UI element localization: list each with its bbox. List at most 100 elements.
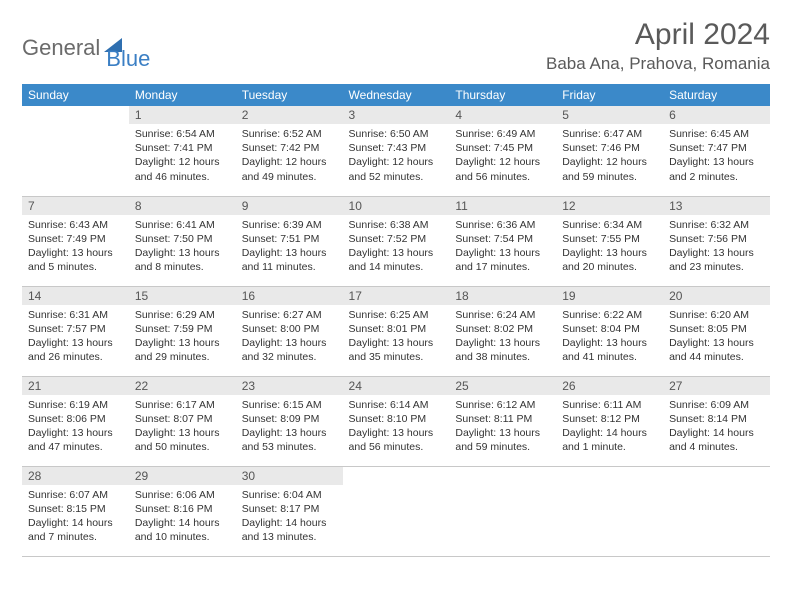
calendar-day-cell: 4Sunrise: 6:49 AMSunset: 7:45 PMDaylight… (449, 106, 556, 196)
daylight-line: Daylight: 13 hours and 26 minutes. (28, 336, 123, 364)
calendar-day-cell: 14Sunrise: 6:31 AMSunset: 7:57 PMDayligh… (22, 286, 129, 376)
sunset-line: Sunset: 7:52 PM (349, 232, 444, 246)
day-number: 15 (129, 287, 236, 305)
calendar-day-cell: 19Sunrise: 6:22 AMSunset: 8:04 PMDayligh… (556, 286, 663, 376)
day-number: 24 (343, 377, 450, 395)
weekday-header: Saturday (663, 84, 770, 106)
sunrise-line: Sunrise: 6:49 AM (455, 127, 550, 141)
calendar-day-cell: 30Sunrise: 6:04 AMSunset: 8:17 PMDayligh… (236, 466, 343, 556)
day-detail: Sunrise: 6:22 AMSunset: 8:04 PMDaylight:… (556, 305, 663, 371)
month-title: April 2024 (546, 18, 770, 52)
sunrise-line: Sunrise: 6:50 AM (349, 127, 444, 141)
daylight-line: Daylight: 13 hours and 35 minutes. (349, 336, 444, 364)
calendar-week-row: 28Sunrise: 6:07 AMSunset: 8:15 PMDayligh… (22, 466, 770, 556)
day-number: 4 (449, 106, 556, 124)
calendar-day-cell: 1Sunrise: 6:54 AMSunset: 7:41 PMDaylight… (129, 106, 236, 196)
day-detail: Sunrise: 6:09 AMSunset: 8:14 PMDaylight:… (663, 395, 770, 461)
daylight-line: Daylight: 13 hours and 32 minutes. (242, 336, 337, 364)
sunrise-line: Sunrise: 6:32 AM (669, 218, 764, 232)
day-detail: Sunrise: 6:24 AMSunset: 8:02 PMDaylight:… (449, 305, 556, 371)
day-number: 13 (663, 197, 770, 215)
location-line: Baba Ana, Prahova, Romania (546, 54, 770, 74)
sunrise-line: Sunrise: 6:43 AM (28, 218, 123, 232)
weekday-header-row: SundayMondayTuesdayWednesdayThursdayFrid… (22, 84, 770, 106)
calendar-day-cell: 13Sunrise: 6:32 AMSunset: 7:56 PMDayligh… (663, 196, 770, 286)
day-number: 9 (236, 197, 343, 215)
day-detail: Sunrise: 6:52 AMSunset: 7:42 PMDaylight:… (236, 124, 343, 190)
daylight-line: Daylight: 13 hours and 47 minutes. (28, 426, 123, 454)
sunrise-line: Sunrise: 6:38 AM (349, 218, 444, 232)
calendar-day-cell: 10Sunrise: 6:38 AMSunset: 7:52 PMDayligh… (343, 196, 450, 286)
daylight-line: Daylight: 13 hours and 17 minutes. (455, 246, 550, 274)
calendar-empty-cell (556, 466, 663, 556)
day-number: 28 (22, 467, 129, 485)
day-detail: Sunrise: 6:14 AMSunset: 8:10 PMDaylight:… (343, 395, 450, 461)
day-detail: Sunrise: 6:36 AMSunset: 7:54 PMDaylight:… (449, 215, 556, 281)
weekday-header: Sunday (22, 84, 129, 106)
sunrise-line: Sunrise: 6:47 AM (562, 127, 657, 141)
sunset-line: Sunset: 7:41 PM (135, 141, 230, 155)
day-number: 16 (236, 287, 343, 305)
calendar-week-row: 1Sunrise: 6:54 AMSunset: 7:41 PMDaylight… (22, 106, 770, 196)
calendar-day-cell: 5Sunrise: 6:47 AMSunset: 7:46 PMDaylight… (556, 106, 663, 196)
sunset-line: Sunset: 7:49 PM (28, 232, 123, 246)
sunrise-line: Sunrise: 6:31 AM (28, 308, 123, 322)
daylight-line: Daylight: 13 hours and 20 minutes. (562, 246, 657, 274)
sunrise-line: Sunrise: 6:24 AM (455, 308, 550, 322)
sunset-line: Sunset: 8:14 PM (669, 412, 764, 426)
day-number: 23 (236, 377, 343, 395)
day-detail: Sunrise: 6:07 AMSunset: 8:15 PMDaylight:… (22, 485, 129, 551)
sunset-line: Sunset: 7:55 PM (562, 232, 657, 246)
logo-word-blue: Blue (106, 46, 150, 72)
day-detail: Sunrise: 6:50 AMSunset: 7:43 PMDaylight:… (343, 124, 450, 190)
sunset-line: Sunset: 8:02 PM (455, 322, 550, 336)
day-number: 21 (22, 377, 129, 395)
calendar-day-cell: 18Sunrise: 6:24 AMSunset: 8:02 PMDayligh… (449, 286, 556, 376)
day-detail: Sunrise: 6:39 AMSunset: 7:51 PMDaylight:… (236, 215, 343, 281)
daylight-line: Daylight: 12 hours and 52 minutes. (349, 155, 444, 183)
daylight-line: Daylight: 14 hours and 4 minutes. (669, 426, 764, 454)
day-number: 19 (556, 287, 663, 305)
day-detail: Sunrise: 6:25 AMSunset: 8:01 PMDaylight:… (343, 305, 450, 371)
daylight-line: Daylight: 13 hours and 56 minutes. (349, 426, 444, 454)
header: General Blue April 2024 Baba Ana, Prahov… (22, 18, 770, 74)
day-detail: Sunrise: 6:54 AMSunset: 7:41 PMDaylight:… (129, 124, 236, 190)
day-detail: Sunrise: 6:41 AMSunset: 7:50 PMDaylight:… (129, 215, 236, 281)
day-number: 17 (343, 287, 450, 305)
day-number: 12 (556, 197, 663, 215)
calendar-empty-cell (343, 466, 450, 556)
sunrise-line: Sunrise: 6:09 AM (669, 398, 764, 412)
calendar-day-cell: 20Sunrise: 6:20 AMSunset: 8:05 PMDayligh… (663, 286, 770, 376)
sunrise-line: Sunrise: 6:15 AM (242, 398, 337, 412)
calendar-day-cell: 17Sunrise: 6:25 AMSunset: 8:01 PMDayligh… (343, 286, 450, 376)
calendar-day-cell: 23Sunrise: 6:15 AMSunset: 8:09 PMDayligh… (236, 376, 343, 466)
sunset-line: Sunset: 8:15 PM (28, 502, 123, 516)
day-number: 26 (556, 377, 663, 395)
calendar-day-cell: 2Sunrise: 6:52 AMSunset: 7:42 PMDaylight… (236, 106, 343, 196)
day-number: 29 (129, 467, 236, 485)
daylight-line: Daylight: 13 hours and 5 minutes. (28, 246, 123, 274)
day-number: 3 (343, 106, 450, 124)
daylight-line: Daylight: 13 hours and 29 minutes. (135, 336, 230, 364)
daylight-line: Daylight: 13 hours and 59 minutes. (455, 426, 550, 454)
daylight-line: Daylight: 14 hours and 13 minutes. (242, 516, 337, 544)
daylight-line: Daylight: 13 hours and 14 minutes. (349, 246, 444, 274)
day-detail: Sunrise: 6:06 AMSunset: 8:16 PMDaylight:… (129, 485, 236, 551)
day-number: 11 (449, 197, 556, 215)
day-detail: Sunrise: 6:32 AMSunset: 7:56 PMDaylight:… (663, 215, 770, 281)
calendar-day-cell: 3Sunrise: 6:50 AMSunset: 7:43 PMDaylight… (343, 106, 450, 196)
sunrise-line: Sunrise: 6:34 AM (562, 218, 657, 232)
sunset-line: Sunset: 7:54 PM (455, 232, 550, 246)
day-detail: Sunrise: 6:11 AMSunset: 8:12 PMDaylight:… (556, 395, 663, 461)
sunrise-line: Sunrise: 6:19 AM (28, 398, 123, 412)
sunrise-line: Sunrise: 6:36 AM (455, 218, 550, 232)
sunrise-line: Sunrise: 6:41 AM (135, 218, 230, 232)
sunset-line: Sunset: 8:10 PM (349, 412, 444, 426)
weekday-header: Monday (129, 84, 236, 106)
day-number: 7 (22, 197, 129, 215)
daylight-line: Daylight: 14 hours and 10 minutes. (135, 516, 230, 544)
daylight-line: Daylight: 13 hours and 44 minutes. (669, 336, 764, 364)
calendar-day-cell: 6Sunrise: 6:45 AMSunset: 7:47 PMDaylight… (663, 106, 770, 196)
day-detail: Sunrise: 6:34 AMSunset: 7:55 PMDaylight:… (556, 215, 663, 281)
calendar-day-cell: 9Sunrise: 6:39 AMSunset: 7:51 PMDaylight… (236, 196, 343, 286)
